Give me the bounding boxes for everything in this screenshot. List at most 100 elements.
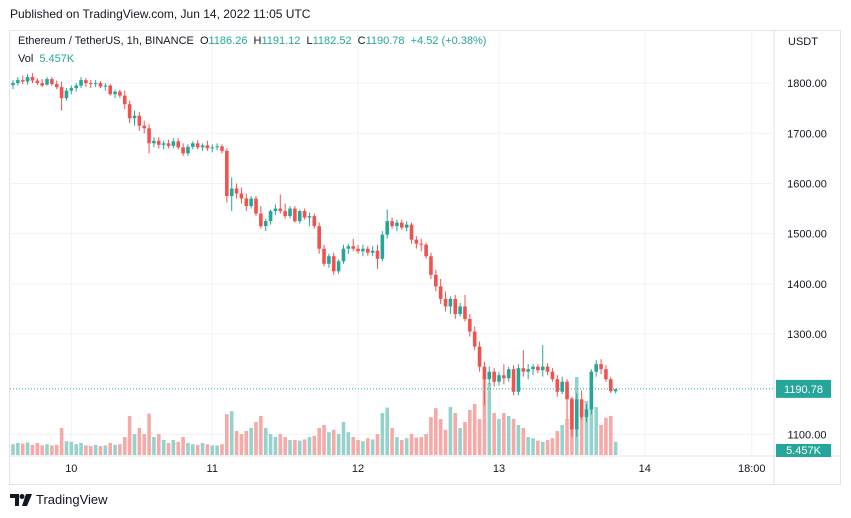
volume-bar — [181, 437, 185, 455]
candle-body — [176, 141, 181, 148]
candle-body — [579, 399, 584, 417]
y-tick-label: 1600.00 — [787, 178, 827, 190]
candle-body — [229, 188, 234, 197]
candle-body — [171, 141, 176, 146]
candle-body — [370, 250, 375, 253]
volume-bar — [59, 428, 64, 455]
volume-bar — [482, 377, 487, 455]
candle — [84, 78, 88, 88]
candle — [545, 363, 550, 376]
candle-body — [365, 248, 370, 253]
volume-bar — [210, 445, 215, 455]
volume-bar — [166, 443, 171, 455]
volume-bar — [30, 444, 35, 455]
tradingview-brand[interactable]: TradingView — [10, 492, 108, 507]
volume-bar — [268, 434, 273, 455]
candle — [234, 183, 239, 199]
volume-bar — [336, 434, 341, 455]
candle — [263, 218, 268, 232]
candle — [365, 246, 370, 256]
candle — [604, 365, 608, 382]
candle — [536, 364, 540, 374]
volume-bar — [113, 444, 117, 455]
x-tick-label: 11 — [207, 463, 218, 475]
volume-bar — [356, 440, 360, 455]
candle — [249, 196, 253, 209]
tradingview-logo-icon — [10, 493, 32, 506]
candle-body — [351, 246, 355, 249]
candle-body — [186, 146, 190, 154]
volume-bar — [317, 428, 321, 455]
candle-body — [599, 364, 603, 370]
candle-body — [79, 80, 83, 86]
candle — [98, 81, 103, 89]
volume-bar — [453, 413, 458, 455]
candle-body — [220, 146, 224, 151]
last-volume-badge — [776, 444, 831, 457]
candle — [195, 140, 200, 150]
volume-bar — [11, 444, 15, 455]
candle-body — [414, 239, 419, 244]
candle-body — [118, 91, 122, 96]
candle-body — [336, 261, 341, 272]
volume-bar — [103, 445, 108, 455]
candle — [560, 376, 564, 395]
candle-body — [113, 91, 117, 95]
candle — [497, 371, 501, 386]
candle — [20, 75, 25, 85]
legend-vol-label[interactable]: Vol — [18, 53, 34, 65]
candle — [506, 366, 511, 382]
currency-label: USDT — [788, 36, 818, 48]
candle — [400, 219, 404, 230]
candle — [181, 143, 185, 156]
candle — [356, 244, 360, 254]
candle-body — [487, 371, 492, 380]
candle-body — [346, 246, 351, 249]
volume-bar — [584, 401, 589, 455]
volume-bar — [220, 444, 224, 455]
candle — [492, 368, 496, 387]
legend-c-value: 1190.78 — [365, 35, 405, 47]
candle — [225, 148, 229, 203]
candle — [540, 345, 545, 377]
volume-bar — [69, 441, 74, 455]
candle — [137, 112, 142, 131]
legend-symbol[interactable]: Ethereum / TetherUS, 1h, BINANCE — [18, 35, 194, 47]
volume-bar — [50, 445, 54, 455]
candle-body — [278, 208, 283, 212]
candle-body — [84, 80, 88, 84]
volume-bar — [497, 419, 501, 455]
candle-body — [225, 150, 229, 197]
candle — [312, 213, 317, 229]
y-tick-label: 1700.00 — [787, 128, 827, 140]
candle — [584, 404, 589, 422]
legend-ohlc: Ethereum / TetherUS, 1h, BINANCE O1186.2… — [18, 35, 489, 47]
volume-bar — [531, 438, 535, 455]
candle-body — [458, 306, 462, 314]
candle — [74, 83, 78, 92]
candle-body — [88, 83, 93, 85]
candle-body — [361, 248, 365, 252]
candle — [443, 291, 448, 312]
candle-body — [312, 216, 317, 227]
candle-body — [181, 147, 185, 154]
legend-o-value: 1186.26 — [208, 35, 248, 47]
candle-body — [283, 211, 287, 217]
candle — [453, 294, 458, 319]
candle-body — [54, 84, 59, 88]
candle-body — [604, 369, 608, 380]
volume-bar — [16, 443, 20, 455]
candle — [370, 246, 375, 257]
chart-frame[interactable] — [9, 30, 841, 485]
volume-bar — [468, 410, 472, 455]
volume-bar — [322, 425, 326, 455]
candle — [244, 193, 249, 212]
volume-bar — [409, 434, 414, 455]
candle-body — [200, 145, 205, 148]
candle — [171, 138, 176, 149]
legend-h-label: H — [253, 35, 262, 47]
candle-body — [122, 95, 127, 105]
candle — [317, 222, 321, 254]
candle-body — [395, 222, 399, 227]
